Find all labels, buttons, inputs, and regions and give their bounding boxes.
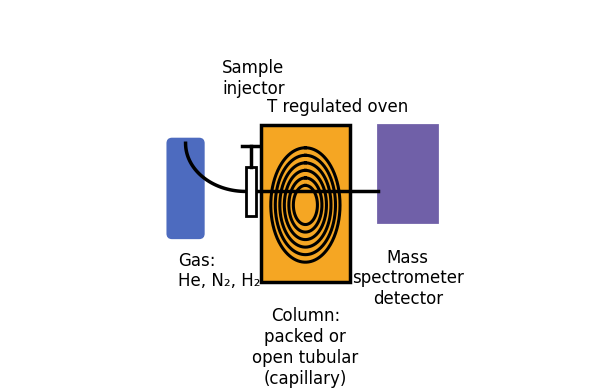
Text: Mass
spectrometer
detector: Mass spectrometer detector	[352, 249, 464, 308]
Text: Column:
packed or
open tubular
(capillary): Column: packed or open tubular (capillar…	[252, 307, 359, 388]
FancyBboxPatch shape	[167, 139, 203, 238]
Text: Sample
injector: Sample injector	[222, 59, 284, 98]
Text: T regulated oven: T regulated oven	[267, 98, 408, 116]
Bar	[246, 167, 256, 215]
Bar	[261, 125, 350, 282]
Text: Gas:
He, N₂, H₂: Gas: He, N₂, H₂	[178, 252, 260, 291]
Bar	[378, 125, 437, 222]
